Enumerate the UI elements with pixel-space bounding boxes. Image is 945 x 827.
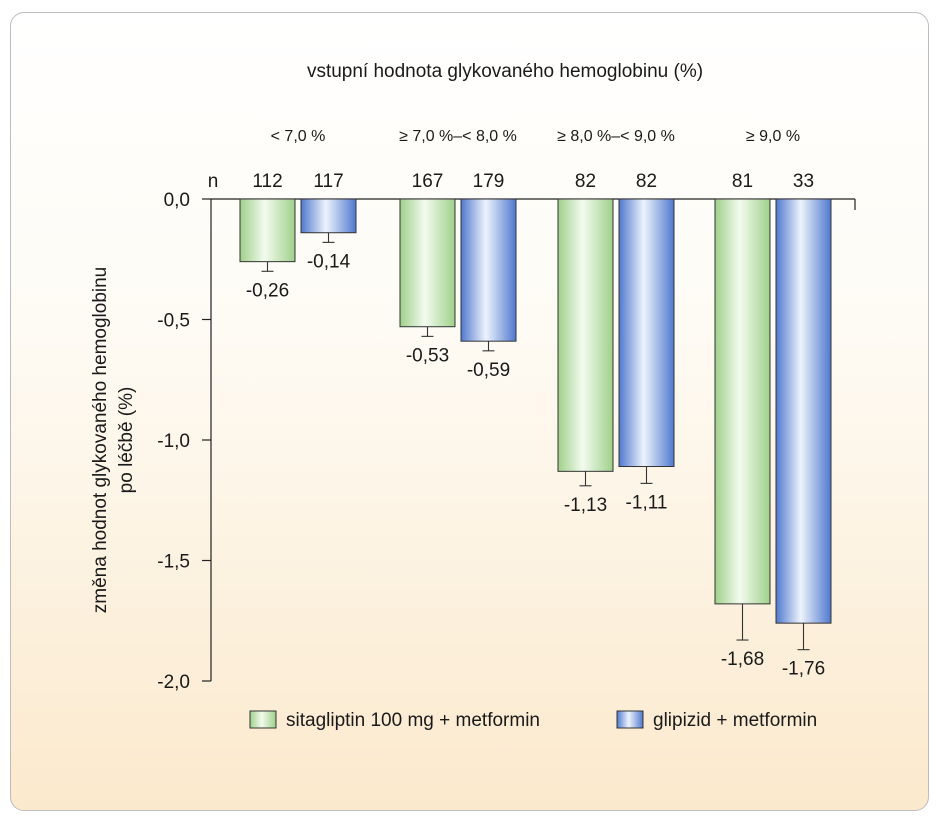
legend-swatch-sitagliptin <box>249 710 277 729</box>
n-value-glipizid: 82 <box>636 171 657 192</box>
value-label-glipizid: -0,59 <box>467 360 510 381</box>
value-label-glipizid: -1,76 <box>782 659 825 680</box>
n-value-sitagliptin: 82 <box>575 171 596 192</box>
category-label: ≥ 9,0 % <box>746 128 800 145</box>
value-label-glipizid: -0,14 <box>307 251 351 272</box>
n-label: n <box>208 171 219 192</box>
bar-sitagliptin <box>239 198 296 263</box>
y-tick-label: -1,0 <box>157 431 190 452</box>
y-tick-label: 0,0 <box>164 190 190 211</box>
y-axis-label-line2: po léčbě (%) <box>116 387 137 494</box>
category-label: ≥ 8,0 %–< 9,0 % <box>557 128 675 145</box>
n-value-glipizid: 117 <box>313 171 343 192</box>
n-value-sitagliptin: 81 <box>732 171 753 192</box>
bar-glipizid <box>460 198 517 342</box>
value-label-sitagliptin: -1,68 <box>721 649 764 670</box>
value-label-sitagliptin: -1,13 <box>564 495 607 516</box>
bar-sitagliptin <box>714 198 771 605</box>
category-label: < 7,0 % <box>271 128 326 145</box>
n-value-sitagliptin: 167 <box>412 171 444 192</box>
bar-glipizid <box>300 198 357 234</box>
n-value-sitagliptin: 112 <box>252 171 282 192</box>
n-value-glipizid: 33 <box>793 171 814 192</box>
y-axis-label-line1: změna hodnot glykovaného hemoglobinu <box>90 267 111 613</box>
value-label-glipizid: -1,11 <box>626 492 668 513</box>
legend-swatch-glipizid <box>616 710 644 729</box>
value-label-sitagliptin: -0,26 <box>246 280 289 301</box>
bar-glipizid <box>618 198 675 468</box>
y-tick-label: -1,5 <box>157 552 190 573</box>
bar-glipizid <box>775 198 832 624</box>
y-tick-label: -0,5 <box>157 311 190 332</box>
legend-label-sitagliptin: sitagliptin 100 mg + metformin <box>286 710 540 731</box>
n-value-glipizid: 179 <box>473 171 505 192</box>
category-label: ≥ 7,0 %–< 8,0 % <box>399 128 517 145</box>
legend-label-glipizid: glipizid + metformin <box>653 710 817 731</box>
value-label-sitagliptin: -0,53 <box>406 345 449 366</box>
bar-sitagliptin <box>399 198 456 328</box>
bar-sitagliptin <box>557 198 614 472</box>
y-tick-label: -2,0 <box>157 672 190 693</box>
legend: sitagliptin 100 mg + metformin glipizid … <box>249 710 817 731</box>
chart-title: vstupní hodnota glykovaného hemoglobinu … <box>307 61 703 82</box>
